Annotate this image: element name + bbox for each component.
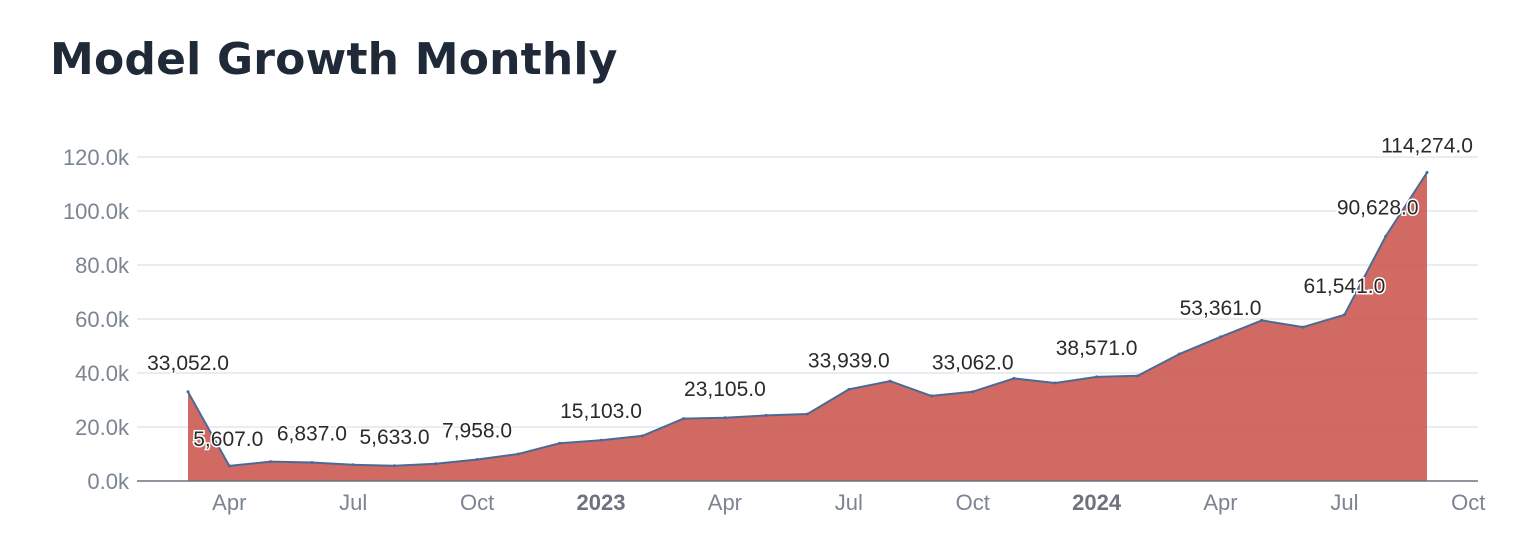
x-tick-label: 2024 [1072,490,1122,515]
chart-title: Model Growth Monthly [50,34,618,85]
data-point [393,464,396,468]
data-point [310,461,314,464]
data-point [1136,374,1140,378]
y-tick-label: 80.0k [75,253,130,278]
data-label: 5,633.0 [359,426,429,449]
data-point [1260,318,1264,322]
x-tick-label: Apr [212,490,246,515]
data-point [847,387,851,391]
x-tick-label: Jul [835,490,863,515]
data-point [1342,313,1346,317]
area-series [186,171,1429,481]
data-label: 33,062.0 [932,352,1014,375]
x-tick-label: Jul [1330,490,1358,515]
data-label: 114,274.0 [1381,135,1473,158]
gridlines [137,156,1478,428]
data-point [1219,335,1222,339]
data-point [1053,381,1057,385]
data-label: 90,628.0 [1337,196,1419,219]
data-point [640,434,644,438]
data-point [1425,171,1429,174]
y-tick-label: 40.0k [75,361,130,386]
data-point [682,417,686,421]
data-label: 23,105.0 [684,378,766,401]
area-fill [188,172,1427,481]
data-labels: 33,052.0 5,607.0 6,837.0 5,633.0 7,958.0 15,1… [146,133,1475,452]
data-point [1384,234,1388,238]
data-point [929,394,933,398]
data-label: 61,541.0 [1304,275,1386,298]
x-tick-label: Apr [708,490,742,515]
data-point [269,460,273,464]
x-tick-label: Oct [1451,490,1485,515]
data-label: 33,939.0 [808,349,890,372]
data-label: 53,361.0 [1180,297,1262,320]
data-point [227,464,231,468]
data-label: 33,052.0 [147,352,229,375]
data-label: 7,958.0 [442,420,512,443]
data-point [971,390,975,394]
data-point [186,390,190,394]
axes: 0.0k 20.0k 40.0k 60.0k 80.0k 100.0k 120.0k Apr J… [63,145,1485,515]
data-point [475,458,479,461]
data-label: 5,607.0 [193,428,263,451]
x-tick-label: Apr [1203,490,1237,515]
data-point [1301,325,1305,329]
data-point [599,438,603,442]
data-label: 6,837.0 [277,423,347,446]
data-point [1095,375,1099,379]
y-tick-label: 60.0k [75,307,130,332]
data-point [1177,352,1181,356]
data-point [723,416,727,420]
data-point [434,462,438,466]
data-label: 15,103.0 [560,400,642,423]
x-tick-label: 2023 [577,490,626,515]
y-tick-label: 0.0k [87,469,130,494]
x-tick-label: Oct [460,490,494,515]
data-point [516,452,520,456]
data-point [806,412,809,416]
data-point [764,413,768,417]
y-tick-label: 20.0k [75,415,130,440]
y-tick-label: 100.0k [63,199,130,224]
data-point [1012,376,1016,380]
data-point [351,463,355,467]
data-point [558,441,562,445]
x-tick-label: Oct [956,490,990,515]
x-tick-label: Jul [339,490,367,515]
data-label: 38,571.0 [1056,337,1138,360]
data-point [888,379,892,383]
y-tick-label: 120.0k [63,145,130,170]
